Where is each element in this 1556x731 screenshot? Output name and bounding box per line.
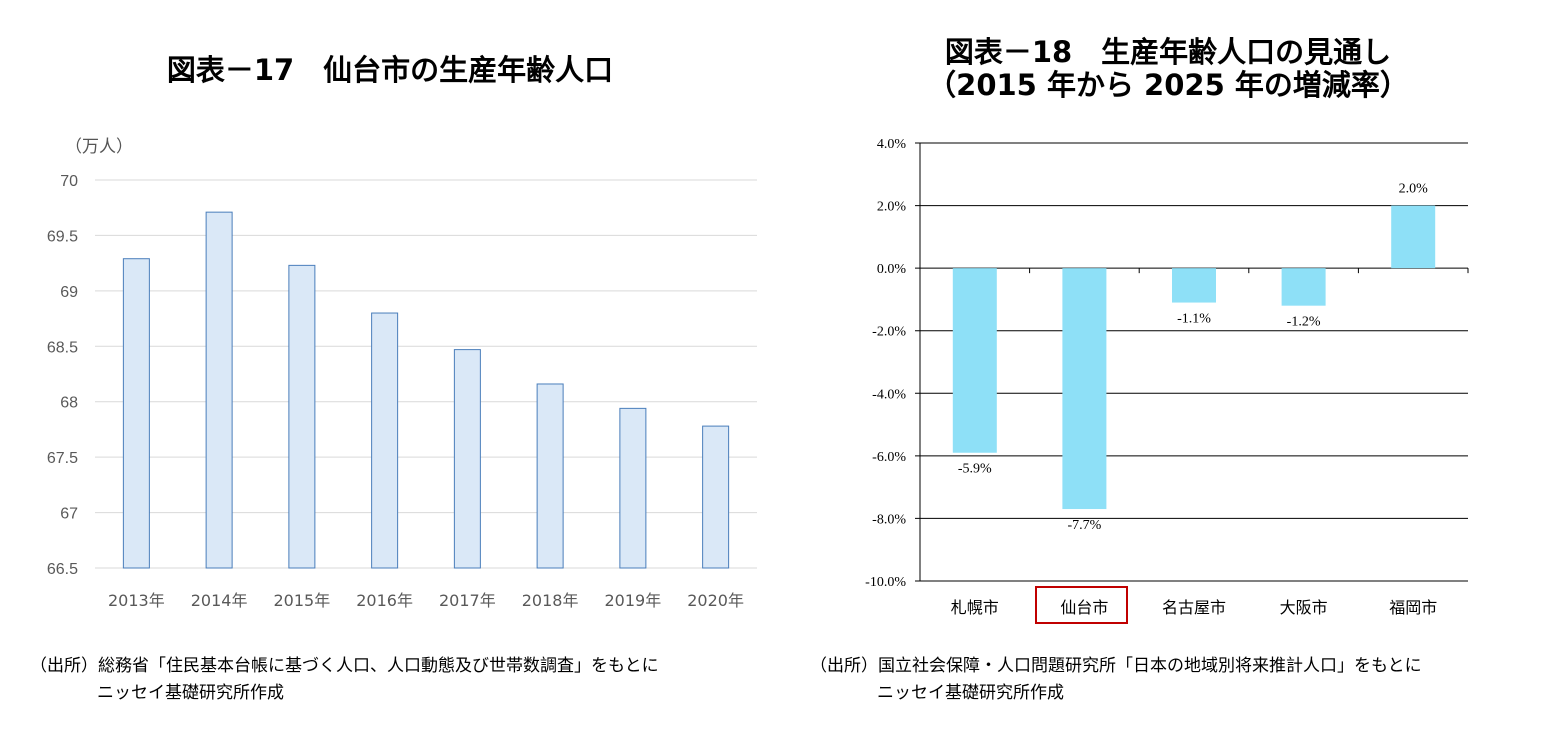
data-label: -1.2%: [1287, 315, 1321, 330]
y-tick-label: 2.0%: [877, 200, 907, 215]
bar: [1391, 205, 1436, 269]
highlight-box-sendai: [1035, 586, 1128, 624]
left-source-label: （出所）: [30, 656, 98, 676]
left-source-text: 総務省「住民基本台帳に基づく人口、人口動態及び世帯数調査」をもとに: [98, 656, 659, 676]
bar: [288, 264, 316, 569]
right-chart-source: （出所）国立社会保障・人口問題研究所「日本の地域別将来推計人口」をもとに ニッセ…: [810, 653, 1422, 707]
x-tick-label: 仙台市: [1060, 598, 1108, 617]
x-tick-label: 名古屋市: [1162, 598, 1226, 617]
y-tick-label: -8.0%: [872, 512, 906, 527]
left-chart-title: 図表－17 仙台市の生産年齢人口: [166, 53, 614, 87]
x-tick-label: 2019年: [605, 591, 662, 610]
y-tick-label: 67.5: [47, 450, 78, 467]
bar: [1172, 268, 1216, 303]
y-tick-label: 66.5: [47, 561, 78, 578]
x-tick-label: 大阪市: [1280, 598, 1328, 617]
bar: [702, 425, 730, 569]
left-chart-unit-label: （万人）: [65, 137, 133, 157]
x-tick-label: 2018年: [522, 591, 579, 610]
data-label: 2.0%: [1399, 182, 1429, 197]
bar: [122, 258, 150, 569]
x-tick-label: 福岡市: [1389, 598, 1437, 617]
y-tick-label: 68: [60, 395, 78, 412]
bar: [371, 312, 399, 569]
right-source-text-2: ニッセイ基礎研究所作成: [877, 683, 1064, 703]
left-chart-source: （出所）総務省「住民基本台帳に基づく人口、人口動態及び世帯数調査」をもとに ニッ…: [30, 653, 659, 707]
right-source-text: 国立社会保障・人口問題研究所「日本の地域別将来推計人口」をもとに: [878, 656, 1422, 676]
right-bar-chart: -10.0% -8.0% -6.0% -4.0% -2.0% 0.0% 2.0% 4.0% -5…: [865, 137, 1469, 617]
bar: [952, 268, 997, 453]
y-tick-label: 70: [60, 173, 78, 190]
y-tick-label: -10.0%: [865, 575, 906, 590]
data-label: -5.9%: [958, 462, 992, 477]
right-chart-subtitle: （2015 年から 2025 年の増減率）: [927, 68, 1409, 102]
left-bar-chart: 66.5 67 67.5 68 68.5 69 69.5 70 2013年 2014年 2015年 2…: [47, 173, 757, 610]
bar: [205, 211, 233, 569]
data-label: -7.7%: [1067, 518, 1101, 533]
left-source-text-2: ニッセイ基礎研究所作成: [97, 683, 284, 703]
data-label: -1.1%: [1177, 312, 1211, 327]
y-tick-label: -2.0%: [872, 325, 906, 340]
y-tick-label: 69.5: [47, 228, 78, 245]
left-chart-panel: 図表－17 仙台市の生産年齢人口 （万人） 66.5 67 67.5 68 68.5 69…: [30, 53, 757, 707]
y-tick-label: 4.0%: [877, 137, 907, 152]
y-tick-label: 68.5: [47, 339, 78, 356]
bar: [619, 407, 647, 569]
x-tick-label: 札幌市: [951, 598, 999, 617]
bar: [536, 383, 564, 569]
y-tick-label: 67: [60, 506, 78, 523]
bar: [1062, 268, 1107, 510]
bar: [1281, 268, 1326, 306]
x-tick-label: 2016年: [356, 591, 413, 610]
right-chart-title: 図表－18 生産年齢人口の見通し: [944, 35, 1392, 69]
right-chart-panel: 図表－18 生産年齢人口の見通し （2015 年から 2025 年の増減率） -…: [780, 0, 1556, 731]
y-tick-label: -4.0%: [872, 387, 906, 402]
x-tick-label: 2013年: [108, 591, 165, 610]
y-tick-label: -6.0%: [872, 450, 906, 465]
right-source-label: （出所）: [810, 656, 878, 676]
y-tick-label: 0.0%: [877, 262, 907, 277]
x-tick-label: 2014年: [191, 591, 248, 610]
y-tick-label: 69: [60, 284, 78, 301]
x-tick-label: 2015年: [274, 591, 331, 610]
x-tick-label: 2020年: [687, 591, 744, 610]
x-tick-label: 2017年: [439, 591, 496, 610]
bar: [453, 349, 481, 569]
